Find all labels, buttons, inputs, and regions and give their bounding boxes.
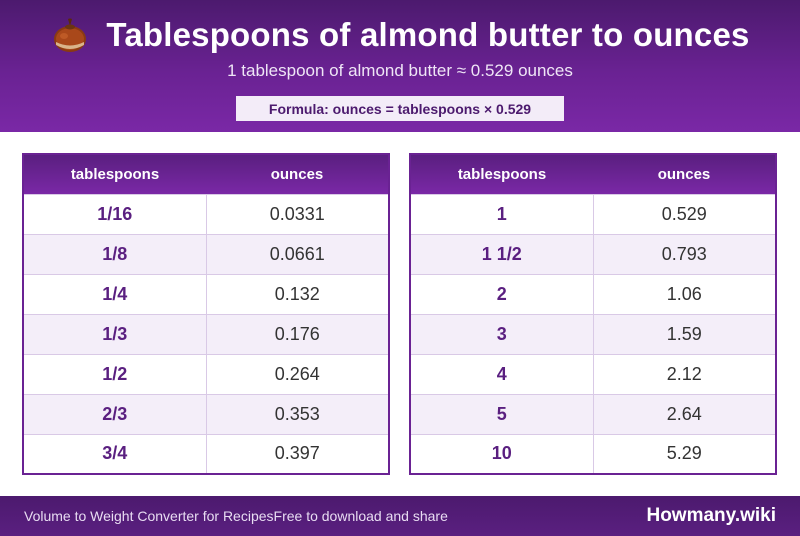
tablespoons-cell: 4 bbox=[410, 353, 593, 394]
ounces-cell: 0.176 bbox=[205, 313, 389, 354]
table-row: 2/3 0.353 bbox=[23, 393, 389, 434]
tablespoons-cell: 1/3 bbox=[23, 313, 206, 354]
table-row: 1/8 0.0661 bbox=[23, 233, 389, 274]
tablespoons-cell: 2/3 bbox=[23, 393, 206, 434]
ounces-cell: 0.132 bbox=[205, 273, 389, 314]
conversion-table-small: tablespoons ounces 1/16 0.0331 1/8 0.0661 … bbox=[22, 153, 390, 475]
tablespoons-cell: 2 bbox=[410, 273, 593, 314]
conversion-subtitle: 1 tablespoon of almond butter ≈ 0.529 ou… bbox=[227, 61, 573, 80]
table-row: 2 1.06 bbox=[410, 273, 776, 314]
table-row: 1/16 0.0331 bbox=[23, 193, 389, 234]
conversion-table-large: tablespoons ounces 1 0.529 1 1/2 0.793 2 1.… bbox=[409, 153, 777, 475]
title-row: Tablespoons of almond butter to ounces bbox=[0, 12, 800, 58]
tablespoons-cell: 1/2 bbox=[23, 353, 206, 394]
formula-box: Formula: ounces = tablespoons × 0.529 bbox=[236, 96, 564, 121]
footer-converter-text: Volume to Weight Converter for Recipes bbox=[24, 508, 274, 524]
tablespoons-cell: 10 bbox=[410, 433, 593, 474]
header-banner: Tablespoons of almond butter to ounces 1… bbox=[0, 0, 800, 132]
ounces-cell: 0.264 bbox=[205, 353, 389, 394]
table-header-row: tablespoons ounces bbox=[410, 154, 776, 194]
table-header-row: tablespoons ounces bbox=[23, 154, 389, 194]
ounces-cell: 0.397 bbox=[205, 433, 389, 474]
column-header-ounces: ounces bbox=[593, 154, 776, 194]
ounces-cell: 5.29 bbox=[592, 433, 776, 474]
chestnut-icon bbox=[54, 18, 87, 52]
table-row: 4 2.12 bbox=[410, 353, 776, 394]
page-title: Tablespoons of almond butter to ounces bbox=[106, 16, 750, 53]
table-row: 1/3 0.176 bbox=[23, 313, 389, 354]
tablespoons-cell: 1/8 bbox=[23, 233, 206, 274]
ounces-cell: 0.0331 bbox=[205, 193, 389, 234]
table-row: 10 5.29 bbox=[410, 433, 776, 474]
column-header-tablespoons: tablespoons bbox=[410, 154, 593, 194]
tablespoons-cell: 1 bbox=[410, 193, 593, 234]
tablespoons-cell: 3 bbox=[410, 313, 593, 354]
ounces-cell: 0.793 bbox=[592, 233, 776, 274]
tablespoons-cell: 1/4 bbox=[23, 273, 206, 314]
footer-share-text: Free to download and share bbox=[273, 508, 448, 524]
tablespoons-cell: 1/16 bbox=[23, 193, 206, 234]
ounces-cell: 0.0661 bbox=[205, 233, 389, 274]
table-row: 3 1.59 bbox=[410, 313, 776, 354]
table-row: 1 0.529 bbox=[410, 193, 776, 234]
table-row: 1 1/2 0.793 bbox=[410, 233, 776, 274]
ounces-cell: 0.529 bbox=[592, 193, 776, 234]
ounces-cell: 0.353 bbox=[205, 393, 389, 434]
tablespoons-cell: 5 bbox=[410, 393, 593, 434]
footer-bar: Volume to Weight Converter for Recipes F… bbox=[0, 496, 800, 536]
ounces-cell: 1.06 bbox=[592, 273, 776, 314]
tablespoons-cell: 1 1/2 bbox=[410, 233, 593, 274]
table-row: 1/4 0.132 bbox=[23, 273, 389, 314]
ounces-cell: 2.64 bbox=[592, 393, 776, 434]
table-row: 5 2.64 bbox=[410, 393, 776, 434]
table-row: 3/4 0.397 bbox=[23, 433, 389, 474]
ounces-cell: 2.12 bbox=[592, 353, 776, 394]
ounces-cell: 1.59 bbox=[592, 313, 776, 354]
table-row: 1/2 0.264 bbox=[23, 353, 389, 394]
column-header-ounces: ounces bbox=[206, 154, 389, 194]
column-header-tablespoons: tablespoons bbox=[23, 154, 206, 194]
brand-logo[interactable]: Howmany.wiki bbox=[646, 505, 776, 526]
tablespoons-cell: 3/4 bbox=[23, 433, 206, 474]
